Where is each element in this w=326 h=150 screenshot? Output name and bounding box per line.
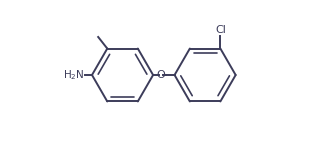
Text: H$_2$N: H$_2$N <box>63 68 84 82</box>
Text: Cl: Cl <box>215 24 226 34</box>
Text: O: O <box>157 70 166 80</box>
